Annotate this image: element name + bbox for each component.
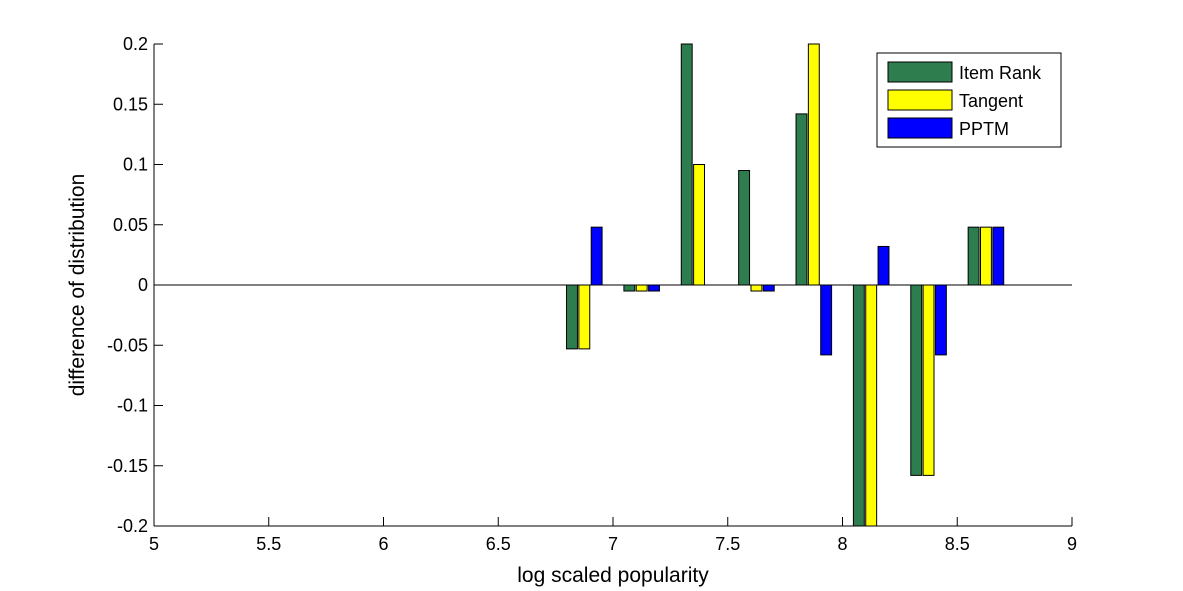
y-axis-label: difference of distribution [66,174,89,397]
bar [566,284,578,350]
x-tick-label: 9 [1067,534,1077,554]
bar [738,170,751,286]
x-tick-label: 6 [378,534,388,554]
y-tick-label: 0.1 [123,155,148,175]
legend-label: Item Rank [959,63,1042,83]
bar [934,284,947,356]
y-tick-label: 0.15 [113,94,148,114]
bar [623,284,636,292]
bar [590,226,603,286]
x-axis-label: log scaled popularity [517,564,709,587]
x-tick-label: 7 [608,534,618,554]
y-tick-label: 0.05 [113,215,148,235]
bar [750,284,763,292]
bar [693,164,706,286]
y-tick-label: 0.2 [123,34,148,54]
bar [922,284,935,476]
bar [910,284,923,476]
bar [852,284,865,527]
legend-swatch [887,117,953,139]
bar [992,226,1005,286]
bar [967,226,980,286]
axes-group [153,43,1073,527]
bar [820,284,833,356]
bar [865,284,878,527]
y-tick-label: -0.15 [107,456,148,476]
y-tick-label: -0.2 [117,516,148,536]
tick-labels-group: 5 5.5 6 6.5 7 7.5 8 8.5 9 -0.2 -0.15 -0.1 -0.05 0 0.05… [107,34,1077,554]
y-tick-label: -0.05 [107,335,148,355]
x-tick-label: 7.5 [715,534,740,554]
bar [648,284,660,292]
bar [795,113,808,286]
legend: Item Rank Tangent PPTM [876,52,1062,148]
bar [807,43,820,286]
bar [877,245,890,286]
x-tick-label: 5 [149,534,159,554]
bar [680,43,693,286]
legend-label: PPTM [959,119,1009,139]
x-tick-label: 8 [837,534,847,554]
bar [578,284,591,350]
x-tick-label: 5.5 [256,534,281,554]
legend-label: Tangent [959,91,1023,111]
x-tick-label: 8.5 [945,534,970,554]
x-tick-label: 6.5 [486,534,511,554]
legend-swatch [887,61,953,83]
legend-swatch [887,89,953,111]
y-tick-label: -0.1 [117,396,148,416]
bar [635,284,648,292]
y-tick-label: 0 [138,275,148,295]
bar [979,226,992,286]
bar [762,284,775,292]
